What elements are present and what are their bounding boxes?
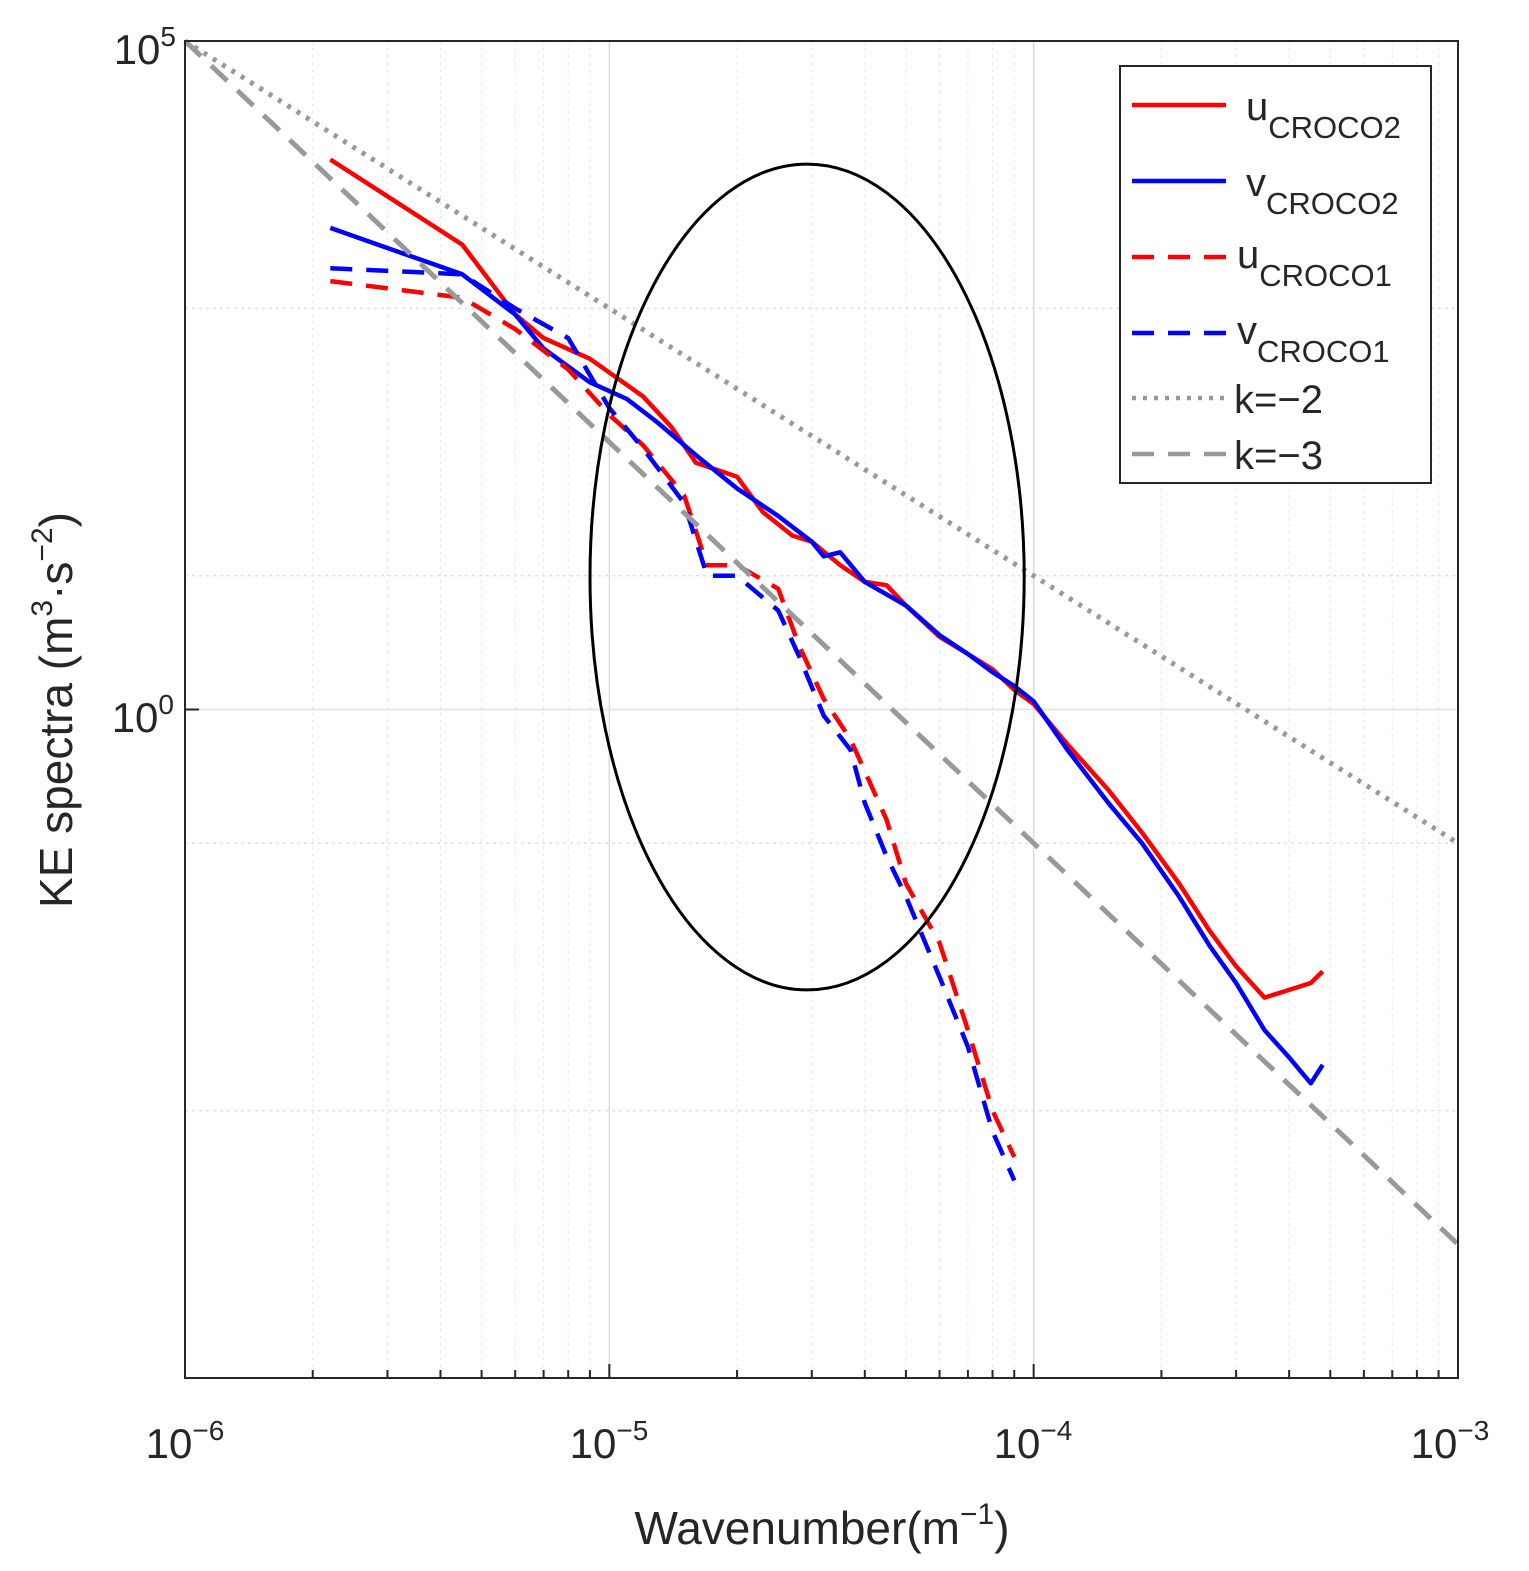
series-line-v-croco1: [330, 265, 1017, 1182]
ticks: [184, 40, 1459, 1378]
legend-label-k-minus-2: k=−2: [1234, 378, 1323, 422]
legend-label-u-croco1: uCROCO1: [1237, 233, 1392, 293]
y-tick-label: 100: [112, 689, 174, 741]
legend-label-v-croco1: vCROCO1: [1237, 309, 1390, 369]
x-tick-label: 10−6: [146, 1415, 225, 1467]
series-line-v-croco2: [329, 225, 1325, 1086]
legend-label-k-minus-3: k=−3: [1234, 434, 1323, 478]
legend: uCROCO2 vCROCO2 uCROCO1 vCROCO1 k=−2 k=−…: [1119, 65, 1432, 484]
x-tick-label: 10−3: [1411, 1415, 1490, 1467]
x-axis-label: Wavenumber(m−1): [634, 1498, 1009, 1554]
y-axis-label: KE spectra (m3·s−2): [26, 512, 82, 908]
legend-box: [1119, 65, 1432, 484]
x-tick-label: 10−4: [994, 1415, 1073, 1467]
y-tick-label: 105: [114, 21, 176, 73]
series-line-k-3: [183, 39, 1460, 1247]
series-layer: [183, 38, 1460, 1247]
annotation-ellipse: [588, 162, 1026, 992]
legend-label-u-croco2: uCROCO2: [1246, 85, 1401, 145]
legend-label-v-croco2: vCROCO2: [1246, 161, 1399, 221]
series-line-u-croco1: [330, 278, 1017, 1158]
x-tick-label: 10−5: [570, 1415, 649, 1467]
